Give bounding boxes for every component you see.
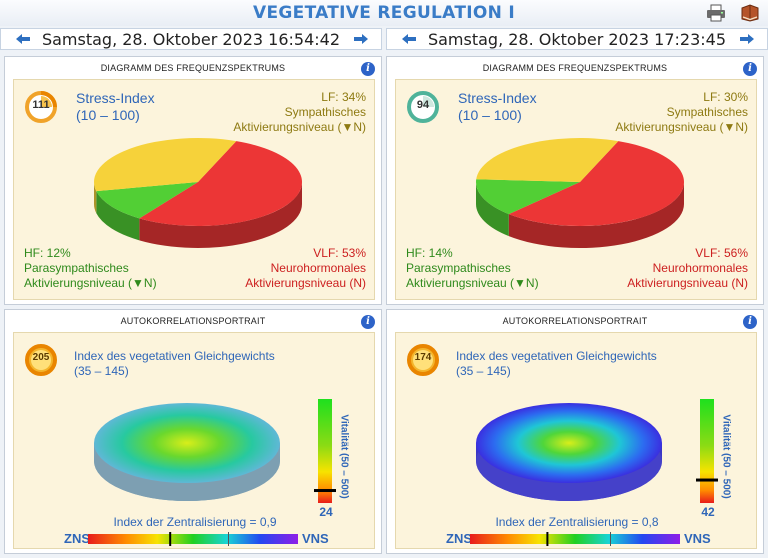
previous-arrow-icon[interactable] xyxy=(401,32,417,46)
vitality-label: Vitalität (50 – 500) xyxy=(720,414,732,499)
hf-percent: HF: 14% xyxy=(406,246,453,260)
pie-side-hf xyxy=(476,182,509,237)
info-icon[interactable]: i xyxy=(743,62,757,76)
balance-ring-icon xyxy=(407,344,439,376)
stress-index-label: Stress-Index xyxy=(458,90,537,106)
balance-index-label: Index des vegetativen Gleichgewichts xyxy=(74,349,275,363)
autocorrelation-disc xyxy=(476,403,662,501)
session-datetime: Samstag, 28. Oktober 2023 17:23:45 xyxy=(427,30,727,49)
hf-label: Parasympathisches xyxy=(24,261,129,275)
next-arrow-icon[interactable] xyxy=(739,32,755,46)
info-icon[interactable]: i xyxy=(361,315,375,329)
centralization-marker xyxy=(546,532,549,546)
balance-index-range: (35 – 145) xyxy=(74,364,129,378)
vitality-scale xyxy=(696,399,718,503)
header-bar: VEGETATIVE REGULATION I xyxy=(0,0,768,26)
pie-slice-lf xyxy=(94,138,237,192)
book-icon[interactable] xyxy=(740,4,760,22)
stress-ring-icon xyxy=(407,91,439,123)
balance-index-label: Index des vegetativen Gleichgewichts xyxy=(456,349,657,363)
balance-index-value: 174 xyxy=(414,352,432,363)
spectrum-pie-chart xyxy=(94,138,302,249)
centralization-label: Index der Zentralisierung = 0,8 xyxy=(495,515,659,529)
vns-label: VNS xyxy=(302,531,329,546)
pie-slice-vlf xyxy=(508,141,684,226)
stress-index-label: Stress-Index xyxy=(76,90,155,106)
vlf-label: Neurohormonales xyxy=(652,261,748,275)
hf-level: Aktivierungsniveau (▼N) xyxy=(24,276,157,290)
lf-percent: LF: 34% xyxy=(321,90,366,104)
spectrum-panel: DIAGRAMM DES FREQUENZSPEKTRUMS i 94 Stre… xyxy=(386,56,764,305)
vitality-label: Vitalität (50 – 500) xyxy=(338,414,350,499)
vlf-level: Aktivierungsniveau (N) xyxy=(627,276,748,290)
info-icon[interactable]: i xyxy=(361,62,375,76)
pie-side-hf xyxy=(96,191,140,241)
spectrum-area: 94 Stress-Index (10 – 100) LF: 30% Sympa… xyxy=(395,79,757,300)
vitality-scale xyxy=(314,399,336,503)
autocorrelation-panel: AUTOKORRELATIONSPORTRAIT i 174 Index des… xyxy=(386,309,764,554)
stress-index-value: 94 xyxy=(416,99,430,111)
vitality-label-wrap: Vitalität (50 – 500) xyxy=(718,407,732,511)
vitality-marker xyxy=(696,478,718,482)
balance-index-range: (35 – 145) xyxy=(456,364,511,378)
autocorrelation-area: 174 Index des vegetativen Gleichgewichts… xyxy=(395,332,757,549)
spectrum-pie-chart xyxy=(476,138,684,248)
stress-ring-icon xyxy=(25,91,57,123)
vitality-value: 42 xyxy=(701,505,715,519)
vlf-label: Neurohormonales xyxy=(270,261,366,275)
vitality-marker xyxy=(314,489,336,493)
session-datetime: Samstag, 28. Oktober 2023 16:54:42 xyxy=(41,30,341,49)
zns-label: ZNS xyxy=(446,531,472,546)
stress-index-range: (10 – 100) xyxy=(76,107,140,123)
centralization-marker xyxy=(169,532,172,546)
printer-icon[interactable] xyxy=(706,4,726,22)
stress-index-range: (10 – 100) xyxy=(458,107,522,123)
lf-percent: LF: 30% xyxy=(703,90,748,104)
autocorrelation-disc xyxy=(94,403,280,501)
pie-side-lf xyxy=(94,182,97,214)
pie-slice-hf xyxy=(476,179,580,215)
balance-index-value: 205 xyxy=(32,352,50,363)
lf-label: Sympathisches xyxy=(284,105,366,119)
panel-title: AUTOKORRELATIONSPORTRAIT xyxy=(502,316,648,326)
lf-level: Aktivierungsniveau (▼N) xyxy=(615,120,748,134)
hf-percent: HF: 12% xyxy=(24,246,71,260)
pie-side-vlf xyxy=(139,182,302,249)
vlf-level: Aktivierungsniveau (N) xyxy=(245,276,366,290)
lf-level: Aktivierungsniveau (▼N) xyxy=(233,120,366,134)
stress-index-value: 111 xyxy=(32,99,50,111)
lf-label: Sympathisches xyxy=(666,105,748,119)
centralization-label: Index der Zentralisierung = 0,9 xyxy=(113,515,277,529)
vitality-label-wrap: Vitalität (50 – 500) xyxy=(336,407,350,511)
panel-title: AUTOKORRELATIONSPORTRAIT xyxy=(120,316,266,326)
autocorrelation-panel: AUTOKORRELATIONSPORTRAIT i 205 Index des… xyxy=(4,309,382,554)
panel-title: DIAGRAMM DES FREQUENZSPEKTRUMS xyxy=(482,63,668,73)
spectrum-panel: DIAGRAMM DES FREQUENZSPEKTRUMS i 111 Str… xyxy=(4,56,382,305)
autocorrelation-area: 205 Index des vegetativen Gleichgewichts… xyxy=(13,332,375,549)
balance-ring-icon xyxy=(25,344,57,376)
info-icon[interactable]: i xyxy=(743,315,757,329)
pie-slice-vlf xyxy=(139,141,302,226)
vns-label: VNS xyxy=(684,531,711,546)
panel-title: DIAGRAMM DES FREQUENZSPEKTRUMS xyxy=(100,63,286,73)
vlf-percent: VLF: 53% xyxy=(313,246,366,260)
centralization-norm-tick xyxy=(610,532,611,546)
centralization-scale xyxy=(88,532,298,546)
centralization-scale xyxy=(470,532,680,546)
vlf-percent: VLF: 56% xyxy=(695,246,748,260)
pie-side-vlf xyxy=(508,182,684,248)
pie-slice-lf xyxy=(476,138,619,182)
date-bar-left: Samstag, 28. Oktober 2023 16:54:42 xyxy=(0,28,382,50)
date-bar-right: Samstag, 28. Oktober 2023 17:23:45 xyxy=(386,28,768,50)
centralization-norm-tick xyxy=(228,532,229,546)
previous-arrow-icon[interactable] xyxy=(15,32,31,46)
spectrum-area: 111 Stress-Index (10 – 100) LF: 34% Symp… xyxy=(13,79,375,300)
page-title: VEGETATIVE REGULATION I xyxy=(253,3,515,23)
hf-label: Parasympathisches xyxy=(406,261,511,275)
pie-slice-hf xyxy=(96,182,198,219)
next-arrow-icon[interactable] xyxy=(353,32,369,46)
zns-label: ZNS xyxy=(64,531,90,546)
vitality-value: 24 xyxy=(319,505,333,519)
hf-level: Aktivierungsniveau (▼N) xyxy=(406,276,539,290)
